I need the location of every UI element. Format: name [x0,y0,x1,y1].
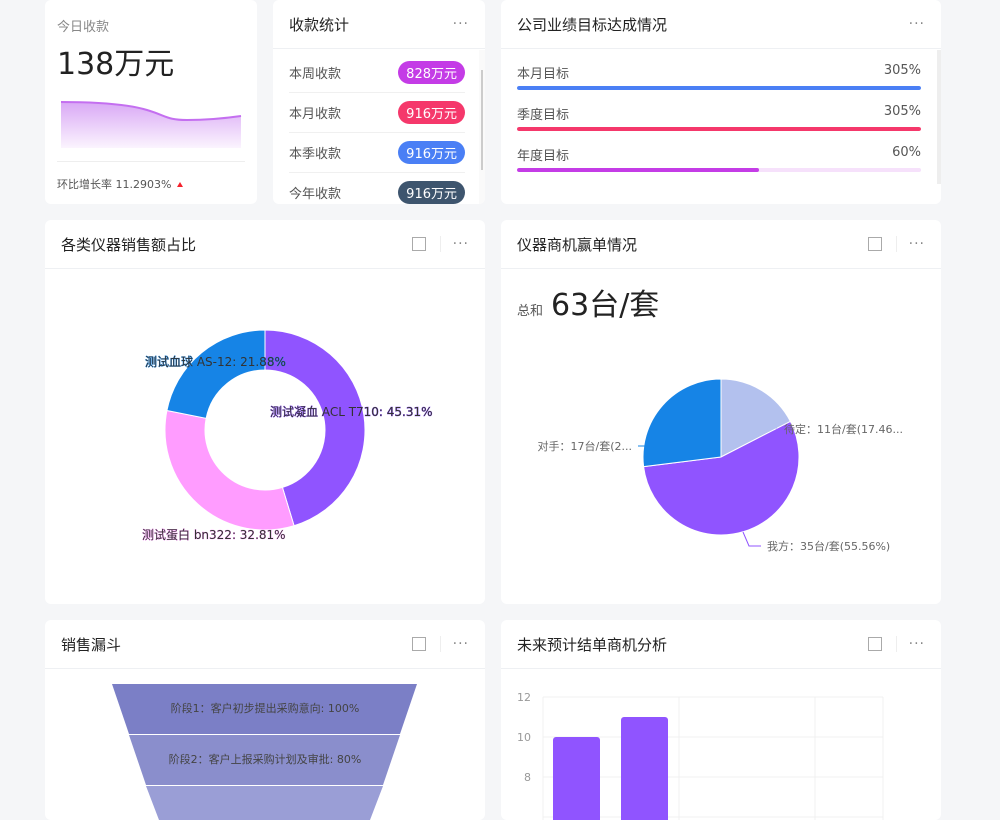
growth-rate: 环比增长率 11.2903% [57,178,172,191]
card-title: 公司业绩目标达成情况 [517,15,668,34]
total-value: 63台/套 [551,288,660,323]
collection-row: 今年收款 916万元 [289,173,465,204]
y-tick-label: 10 [517,731,531,744]
today-collection-card: 今日收款 138万元 环比增长率 11.2903% [45,0,257,204]
collection-row: 本周收款 828万元 [289,53,465,93]
expand-icon[interactable] [867,637,882,651]
funnel-stage-label: 阶段1：客户初步提出采购意向: 100% [171,701,360,715]
card-title: 各类仪器销售额占比 [61,235,197,254]
opportunity-card: 仪器商机赢单情况 ··· 总和 63台/套 待定：11台/套(17.46... 我方… [501,220,941,604]
pie-label: 待定：11台/套(17.46... [784,422,903,436]
goal-value: 305% [883,63,921,78]
donut-slice[interactable] [164,409,295,531]
scrollbar[interactable] [479,50,485,204]
expand-icon[interactable] [867,237,882,251]
pie-slice[interactable] [642,378,722,468]
goal-item: 年度目标 60% [517,145,921,172]
collection-value-badge: 916万元 [398,141,465,164]
collection-stats-card: 收款统计 ··· 本周收款 828万元 本月收款 916万元 本季收款 916万元 今年收款 9… [273,0,485,204]
donut-slice[interactable] [264,329,366,527]
today-value: 138万元 [57,47,175,82]
today-label: 今日收款 [57,20,110,35]
card-title: 未来预计结单商机分析 [517,635,668,654]
more-icon[interactable]: ··· [452,636,469,652]
bar[interactable] [553,737,600,820]
card-title: 销售漏斗 [61,635,122,654]
expand-icon[interactable] [411,637,426,651]
goal-label: 年度目标 [517,149,570,164]
goal-value: 60% [892,145,921,160]
collection-value-badge: 828万元 [398,61,465,84]
pie-label-line [756,427,777,438]
donut-label: 测试蛋白 bn322: 32.81% [142,527,286,542]
triangle-up-icon [177,181,184,187]
more-icon[interactable]: ··· [908,16,925,32]
goal-value: 305% [883,104,921,119]
goal-label: 季度目标 [517,108,570,123]
collection-row: 本月收款 916万元 [289,93,465,133]
pie-label: 对手：17台/套(2... [538,439,632,453]
collection-label: 本周收款 [289,67,342,82]
goal-progress-bar [517,168,921,172]
today-trend-sparkline [60,101,242,148]
more-icon[interactable]: ··· [452,236,469,252]
y-tick-label: 8 [524,771,531,784]
goal-item: 季度目标 305% [517,104,921,131]
funnel-stage-label: 阶段2：客户上报采购计划及审批: 80% [169,752,362,766]
forecast-card: 未来预计结单商机分析 ··· 12 10 8 [501,620,941,820]
expand-icon[interactable] [411,237,426,251]
goal-label: 本月目标 [517,67,570,82]
goal-achievement-card: 公司业绩目标达成情况 ··· 本月目标 305% 季度目标 305% 年度目标 60% [501,0,941,204]
opportunity-pie-chart: 待定：11台/套(17.46... 我方：35台/套(55.56%) 对手：17台/… [538,378,903,553]
goal-item: 本月目标 305% [517,63,921,90]
pie-slice[interactable] [720,378,792,458]
sales-funnel-chart: 阶段1：客户初步提出采购意向: 100% 阶段2：客户上报采购计划及审批: 80… [112,684,417,820]
donut-slice[interactable] [166,329,266,419]
collection-row: 本季收款 916万元 [289,133,465,173]
scrollbar[interactable] [937,50,941,184]
donut-label: 测试血球 AS-12: 21.88% [145,354,286,369]
collection-label: 今年收款 [289,187,342,202]
goal-progress-bar [517,127,921,131]
pie-label: 我方：35台/套(55.56%) [767,539,890,553]
instrument-share-donut-chart: 测试凝血 ACL T710: 45.31% 测试蛋白 bn322: 32.81% 测… [142,329,433,542]
collection-value-badge: 916万元 [398,101,465,124]
card-title: 收款统计 [289,15,350,34]
collection-label: 本月收款 [289,107,342,122]
instrument-share-card: 各类仪器销售额占比 ··· 测试凝血 ACL T710: 45.31% 测试蛋白 b… [45,220,485,604]
pie-label-line [742,531,761,547]
sales-funnel-card: 销售漏斗 ··· 阶段1：客户初步提出采购意向: 100% 阶段2：客户上报采购计… [45,620,485,820]
more-icon[interactable]: ··· [452,16,469,32]
funnel-stage-3 [146,786,383,820]
goal-progress-bar [517,86,921,90]
y-tick-label: 12 [517,691,531,704]
collection-value-badge: 916万元 [398,181,465,204]
total-label: 总和 [517,304,544,319]
pie-slice[interactable] [643,420,800,536]
pie-label-line [638,445,662,454]
funnel-stage-2 [129,735,400,785]
card-title: 仪器商机赢单情况 [517,235,638,254]
forecast-bar-chart: 12 10 8 [517,691,884,820]
more-icon[interactable]: ··· [908,636,925,652]
collection-label: 本季收款 [289,147,342,162]
donut-label: 测试凝血 ACL T710: 45.31% [270,404,433,419]
bar[interactable] [621,717,668,820]
funnel-stage-1 [112,684,417,734]
more-icon[interactable]: ··· [908,236,925,252]
